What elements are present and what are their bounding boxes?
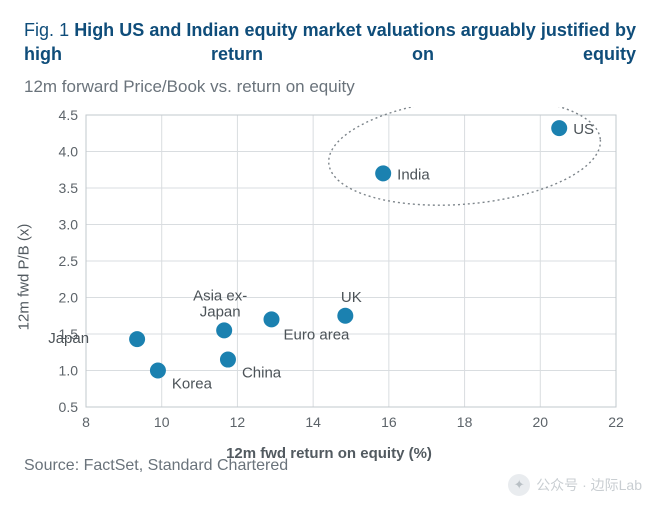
data-point-label: India	[397, 166, 430, 183]
svg-text:3.0: 3.0	[59, 216, 79, 232]
svg-text:12: 12	[230, 414, 246, 430]
data-point	[551, 120, 567, 136]
svg-text:4.5: 4.5	[59, 107, 79, 123]
svg-text:14: 14	[305, 414, 321, 430]
svg-text:2.5: 2.5	[59, 253, 79, 269]
svg-text:2.0: 2.0	[59, 289, 79, 305]
scatter-chart: 12m fwd P/B (x) 0.51.01.52.02.53.03.54.0…	[30, 107, 628, 447]
svg-text:18: 18	[457, 414, 473, 430]
svg-text:16: 16	[381, 414, 397, 430]
data-point	[129, 331, 145, 347]
data-point	[150, 362, 166, 378]
svg-text:0.5: 0.5	[59, 399, 79, 415]
data-point-label: US	[573, 121, 594, 138]
x-axis-label: 12m fwd return on equity (%)	[30, 445, 628, 462]
wechat-icon: ✦	[508, 474, 530, 496]
figure-subtitle: 12m forward Price/Book vs. return on equ…	[24, 77, 636, 97]
data-point-label: Euro area	[284, 326, 351, 343]
data-point	[375, 165, 391, 181]
data-point-label: China	[242, 364, 282, 381]
svg-text:20: 20	[532, 414, 548, 430]
data-point-label: Korea	[172, 375, 213, 392]
svg-text:8: 8	[82, 414, 90, 430]
data-point	[220, 351, 236, 367]
data-point-label: Asia ex-Japan	[193, 287, 247, 320]
watermark-label: 公众号 · 边际Lab	[536, 475, 642, 495]
svg-text:22: 22	[608, 414, 624, 430]
data-point	[216, 322, 232, 338]
y-axis-label: 12m fwd P/B (x)	[16, 223, 33, 330]
watermark: ✦ 公众号 · 边际Lab	[508, 474, 642, 496]
data-point-label: UK	[341, 288, 362, 305]
figure-title: Fig. 1 High US and Indian equity market …	[24, 18, 636, 67]
svg-text:1.0: 1.0	[59, 362, 79, 378]
data-point	[337, 307, 353, 323]
svg-text:10: 10	[154, 414, 170, 430]
data-point-label: Japan	[48, 330, 89, 347]
figure-title-bold: High US and Indian equity market valuati…	[24, 20, 636, 64]
svg-text:3.5: 3.5	[59, 180, 79, 196]
figure-prefix: Fig. 1	[24, 20, 69, 40]
svg-text:4.0: 4.0	[59, 143, 79, 159]
data-point	[264, 311, 280, 327]
chart-svg: 0.51.01.52.02.53.03.54.04.58101214161820…	[30, 107, 628, 447]
